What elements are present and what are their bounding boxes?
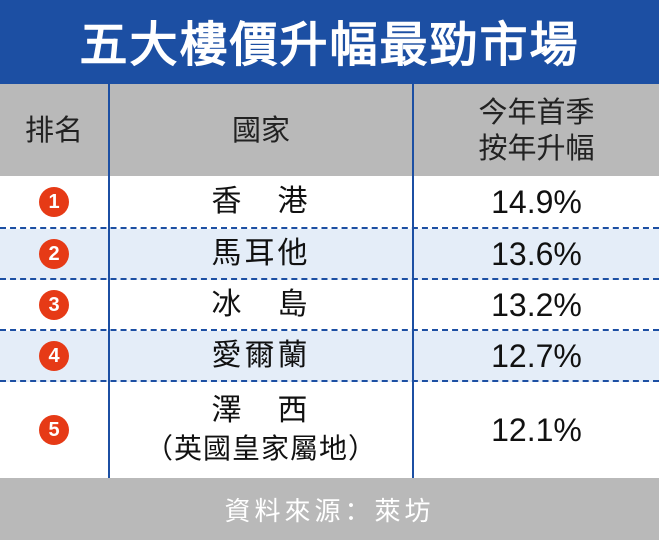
table-row: 3 冰 島 13.2% [0,280,659,331]
column-divider [108,80,110,478]
column-divider [412,80,414,478]
change-cell: 13.2% [491,286,582,323]
country-note: （英國皇家屬地） [144,432,377,465]
change-cell: 14.9% [491,183,582,220]
rank-badge: 5 [39,415,69,445]
table-row: 2 馬耳他 13.6% [0,229,659,280]
chart-title: 五大樓價升幅最勁市場 [79,17,580,73]
rank-badge: 2 [39,238,69,269]
header-rank: 排名 [24,113,83,147]
table-header: 排名 國家 今年首季 按年升幅 [0,80,659,176]
table-row: 5 澤 西 （英國皇家屬地） 12.1% [0,382,659,478]
rank-badge: 3 [39,289,69,320]
header-country: 國家 [231,113,290,147]
country-name: 澤 西 [211,393,311,428]
change-cell: 12.7% [491,337,582,374]
country-cell: 冰 島 [211,286,311,322]
header-change: 今年首季 按年升幅 [414,84,659,176]
country-cell: 馬耳他 [211,235,311,271]
table-row: 4 愛爾蘭 12.7% [0,331,659,382]
country-cell: 香 港 [211,183,311,219]
country-cell: 愛爾蘭 [211,337,311,373]
header-change-line1: 今年首季 [478,95,595,129]
rank-badge: 4 [39,340,69,371]
source-footer: 資料來源：萊坊 [0,478,659,540]
country-cell: 澤 西 （英國皇家屬地） [110,382,412,478]
header-change-line2: 按年升幅 [478,131,595,165]
rank-badge: 1 [39,186,69,217]
table-row: 1 香 港 14.9% [0,176,659,229]
change-cell: 13.6% [491,235,582,272]
title-bar: 五大樓價升幅最勁市場 [0,0,659,80]
change-cell: 12.1% [491,412,582,448]
